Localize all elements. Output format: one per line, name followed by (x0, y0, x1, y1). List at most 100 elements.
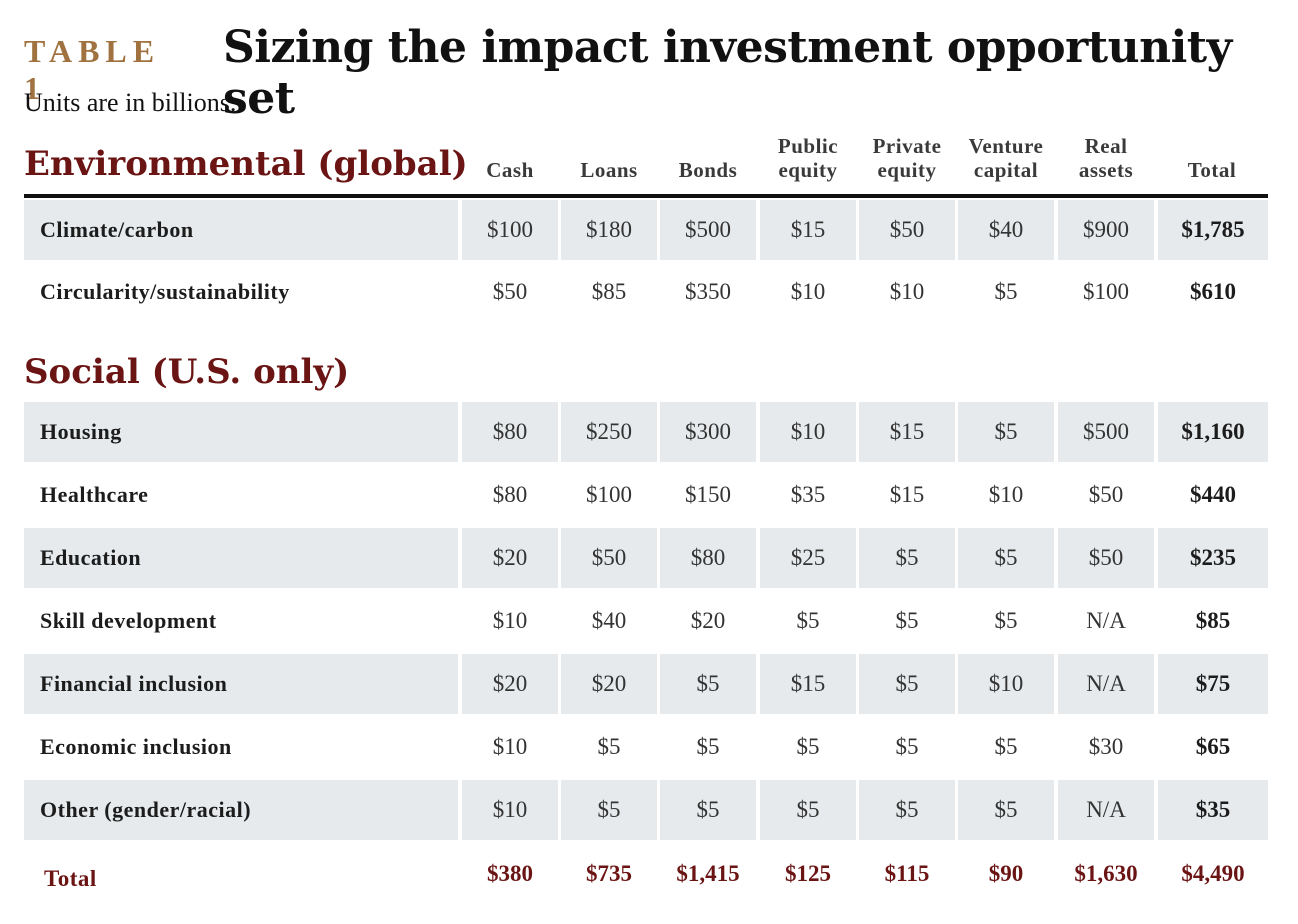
value-cell: $5 (958, 402, 1054, 462)
value-cell: $10 (760, 402, 856, 462)
subtitle: Units are in billions. (24, 88, 237, 117)
value-cell: $5 (760, 780, 856, 840)
value-cell: $35 (790, 482, 826, 507)
value-cell: $15 (760, 200, 856, 260)
table-row: Climate/carbon $100 $180 $500 $15 $50 $40 $900 $… (24, 200, 1268, 260)
row-label: Circularity/sustainability (40, 279, 290, 304)
row-label: Total (44, 866, 97, 891)
row-total-cell: $4,490 (1181, 861, 1245, 886)
column-header-bonds: Bonds (678, 158, 738, 182)
value-cell: $20 (690, 608, 726, 633)
value-cell: $150 (685, 482, 731, 507)
value-cell: $900 (1058, 200, 1154, 260)
column-header-venture-capital: Venture capital (968, 134, 1044, 182)
value-cell: $80 (660, 528, 756, 588)
value-cell: $5 (561, 780, 657, 840)
value-cell: $350 (685, 279, 731, 304)
section-title-social: Social (U.S. only) (24, 352, 350, 392)
value-cell: $50 (859, 200, 955, 260)
value-cell: $180 (561, 200, 657, 260)
row-total-cell: $85 (1195, 608, 1231, 633)
value-cell: $15 (760, 654, 856, 714)
column-header-loans: Loans (580, 158, 638, 182)
value-cell: $10 (958, 654, 1054, 714)
row-label: Housing (24, 402, 458, 462)
column-header-total: Total (1187, 158, 1237, 182)
value-cell: $500 (660, 200, 756, 260)
table-label: TABLE 1 (24, 33, 161, 106)
value-cell: $5 (895, 734, 919, 759)
value-cell: N/A (1086, 608, 1126, 633)
value-cell: $5 (994, 608, 1018, 633)
row-label: Healthcare (40, 482, 149, 507)
value-cell: $5 (796, 608, 820, 633)
value-cell: $10 (988, 482, 1024, 507)
value-cell: $500 (1058, 402, 1154, 462)
value-cell: $1,415 (676, 861, 740, 886)
table-row: Economic inclusion $10 $5 $5 $5 $5 $5 $30 $65 (24, 717, 1268, 777)
table-row: Education $20 $50 $80 $25 $5 $5 $50 $235 (24, 528, 1268, 588)
table-row: Circularity/sustainability $50 $85 $350 $10 $… (24, 262, 1268, 322)
title-row: TABLE 1 Sizing the impact investment opp… (24, 22, 1298, 124)
value-cell: $10 (492, 608, 528, 633)
header-rule (24, 194, 1268, 198)
value-cell: $5 (859, 528, 955, 588)
row-total-cell: $1,785 (1158, 200, 1268, 260)
value-cell: $50 (1088, 482, 1124, 507)
value-cell: $50 (1058, 528, 1154, 588)
column-header-public-equity: Public equity (777, 134, 839, 182)
total-row: Total $380 $735 $1,415 $125 $115 $90 $1,630 $4,4… (24, 844, 1268, 904)
value-cell: $85 (591, 279, 627, 304)
value-cell: $5 (958, 528, 1054, 588)
value-cell: $25 (760, 528, 856, 588)
column-header-cash: Cash (486, 158, 534, 182)
value-cell: $250 (561, 402, 657, 462)
table-row: Housing $80 $250 $300 $10 $15 $5 $500 $1,160 (24, 402, 1268, 462)
table-row: Healthcare $80 $100 $150 $35 $15 $10 $50 $440 (24, 465, 1268, 525)
value-cell: $100 (1083, 279, 1129, 304)
value-cell: $40 (591, 608, 627, 633)
value-cell: $380 (487, 861, 533, 886)
value-cell: $20 (561, 654, 657, 714)
value-cell: $5 (796, 734, 820, 759)
row-label: Economic inclusion (40, 734, 232, 759)
value-cell: $5 (597, 734, 621, 759)
value-cell: $1,630 (1074, 861, 1138, 886)
row-label: Financial inclusion (24, 654, 458, 714)
table-header: Environmental (global) Cash Loans Bonds … (24, 128, 1268, 194)
value-cell: $10 (889, 279, 925, 304)
value-cell: $20 (462, 654, 558, 714)
value-cell: $100 (462, 200, 558, 260)
row-total-cell: $440 (1190, 482, 1236, 507)
value-cell: $90 (988, 861, 1024, 886)
value-cell: $50 (561, 528, 657, 588)
table-row: Financial inclusion $20 $20 $5 $15 $5 $10 N/A $7… (24, 654, 1268, 714)
row-total-cell: $235 (1158, 528, 1268, 588)
value-cell: $15 (889, 482, 925, 507)
row-label: Skill development (40, 608, 217, 633)
value-cell: $300 (660, 402, 756, 462)
page-title: Sizing the impact investment opportunity… (222, 22, 1232, 124)
value-cell: $40 (958, 200, 1054, 260)
value-cell: $10 (492, 734, 528, 759)
row-total-cell: $1,160 (1158, 402, 1268, 462)
table-row: Other (gender/racial) $10 $5 $5 $5 $5 $5 N/A $35 (24, 780, 1268, 840)
value-cell: $10 (790, 279, 826, 304)
value-cell: $100 (586, 482, 632, 507)
value-cell: $50 (492, 279, 528, 304)
value-cell: N/A (1058, 780, 1154, 840)
value-cell: $80 (492, 482, 528, 507)
column-header-private-equity: Private equity (872, 134, 942, 182)
value-cell: $735 (586, 861, 632, 886)
value-cell: $5 (696, 734, 720, 759)
row-total-cell: $35 (1158, 780, 1268, 840)
value-cell: $115 (884, 861, 930, 886)
value-cell: $5 (660, 654, 756, 714)
value-cell: $30 (1088, 734, 1124, 759)
value-cell: $80 (462, 402, 558, 462)
value-cell: $5 (895, 608, 919, 633)
value-cell: $20 (462, 528, 558, 588)
value-cell: $5 (859, 780, 955, 840)
row-label: Climate/carbon (24, 200, 458, 260)
value-cell: N/A (1058, 654, 1154, 714)
